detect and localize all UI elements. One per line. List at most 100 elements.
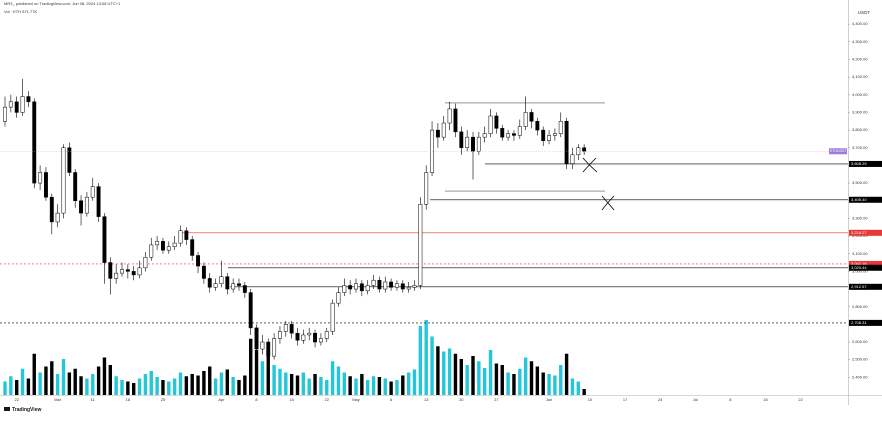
cross-mark bbox=[582, 157, 598, 173]
volume-bar bbox=[313, 374, 317, 395]
candle-body bbox=[535, 121, 540, 131]
candle-body bbox=[143, 256, 148, 269]
x-tick-label: 15 bbox=[763, 397, 768, 402]
candle-body bbox=[318, 338, 323, 343]
volume-bar bbox=[576, 381, 580, 395]
candle-body bbox=[166, 246, 171, 251]
candle-body bbox=[406, 287, 411, 290]
volume-bar bbox=[325, 380, 329, 395]
candle-body bbox=[79, 200, 83, 214]
volume-bar bbox=[541, 372, 545, 395]
x-tick-label: Jun bbox=[546, 397, 552, 402]
y-tick-label: 3,700.00 bbox=[852, 145, 868, 150]
x-tick-label: 22 bbox=[325, 397, 330, 402]
x-tick-label: 17 bbox=[623, 397, 628, 402]
candle-body bbox=[49, 196, 54, 223]
volume-bar bbox=[20, 368, 25, 395]
volume-bar bbox=[483, 368, 487, 395]
x-tick-label: 20 bbox=[459, 397, 464, 402]
candle-body bbox=[558, 121, 563, 134]
volume-bar bbox=[494, 363, 499, 395]
level-label: 2,912.57 bbox=[851, 284, 867, 289]
candle-body bbox=[354, 283, 358, 290]
volume-bar bbox=[254, 350, 259, 395]
candle-body bbox=[3, 106, 7, 122]
y-tick-label: 3,000.00 bbox=[852, 268, 868, 273]
candle-body bbox=[377, 279, 382, 290]
volume-bar bbox=[73, 368, 77, 395]
candle-body bbox=[131, 271, 136, 276]
candle-body bbox=[447, 108, 452, 124]
candle-body bbox=[365, 285, 370, 292]
candle-body bbox=[476, 136, 481, 152]
y-tick-label: 4,200.00 bbox=[852, 57, 868, 62]
candle-body bbox=[389, 281, 394, 288]
candle-body bbox=[482, 133, 487, 138]
candle-body bbox=[307, 332, 312, 336]
volume-bar bbox=[418, 326, 423, 395]
volume-bar bbox=[301, 372, 306, 395]
candle-body bbox=[266, 341, 271, 357]
candle-body bbox=[400, 283, 405, 290]
volume-bar bbox=[412, 369, 417, 395]
volume-bar bbox=[219, 372, 224, 395]
cross-mark bbox=[601, 195, 615, 211]
symbol-tag: ETHUSDT bbox=[830, 149, 847, 153]
volume-bar bbox=[395, 380, 399, 395]
volume-bar bbox=[582, 389, 586, 395]
candle-body bbox=[219, 276, 224, 284]
volume-bar bbox=[32, 353, 36, 395]
volume-bar bbox=[547, 374, 551, 395]
candle-body bbox=[190, 239, 195, 256]
volume-bar bbox=[442, 351, 446, 395]
candle-body bbox=[278, 331, 282, 339]
volume-bar bbox=[213, 378, 218, 395]
volume-bar bbox=[161, 380, 165, 395]
x-tick-label: 18 bbox=[126, 397, 131, 402]
volume-bar bbox=[96, 366, 101, 395]
volume-bar bbox=[436, 346, 440, 395]
candle-body bbox=[383, 281, 388, 290]
y-tick-label: 3,300.00 bbox=[852, 215, 868, 220]
volume-bar bbox=[120, 380, 124, 395]
x-tick-label: Mar bbox=[54, 397, 62, 402]
candle-body bbox=[149, 244, 154, 258]
volume-bar bbox=[459, 359, 463, 395]
candle-body bbox=[435, 129, 440, 138]
volume-bar bbox=[149, 371, 153, 395]
candle-body bbox=[313, 332, 318, 343]
candle-body bbox=[196, 255, 201, 267]
volume-bar bbox=[137, 378, 142, 395]
x-tick-label: 6 bbox=[390, 397, 393, 402]
level-label: 3,405.40 bbox=[851, 197, 867, 202]
candle-body bbox=[102, 216, 107, 263]
candle-body bbox=[178, 230, 183, 244]
candle-body bbox=[465, 136, 470, 149]
level-label: 3,042.18 bbox=[851, 261, 867, 266]
y-tick-label: 2,500.00 bbox=[852, 357, 868, 362]
x-tick-label: 22 bbox=[798, 397, 803, 402]
candle-body bbox=[324, 331, 329, 339]
x-tick-label: 13 bbox=[424, 397, 429, 402]
candle-body bbox=[395, 283, 399, 288]
volume-bar bbox=[132, 383, 136, 395]
y-tick-label: 4,000.00 bbox=[852, 92, 868, 97]
volume-bar bbox=[9, 376, 13, 395]
candle-body bbox=[295, 332, 300, 341]
candle-body bbox=[412, 285, 417, 288]
candle-body bbox=[272, 338, 277, 357]
volume-bar bbox=[178, 372, 183, 395]
y-tick-label: 3,500.00 bbox=[852, 180, 868, 185]
candle-body bbox=[582, 147, 587, 152]
volume-bar bbox=[61, 359, 66, 395]
candle-body bbox=[453, 108, 458, 133]
volume-bar bbox=[401, 375, 405, 395]
candle-body bbox=[8, 101, 13, 108]
volume-bar bbox=[289, 374, 294, 395]
y-tick-label: 2,600.00 bbox=[852, 339, 868, 344]
volume-bar bbox=[91, 374, 95, 395]
y-tick-label: 2,800.00 bbox=[852, 304, 868, 309]
volume-bar bbox=[529, 361, 534, 395]
candle-body bbox=[359, 283, 364, 292]
